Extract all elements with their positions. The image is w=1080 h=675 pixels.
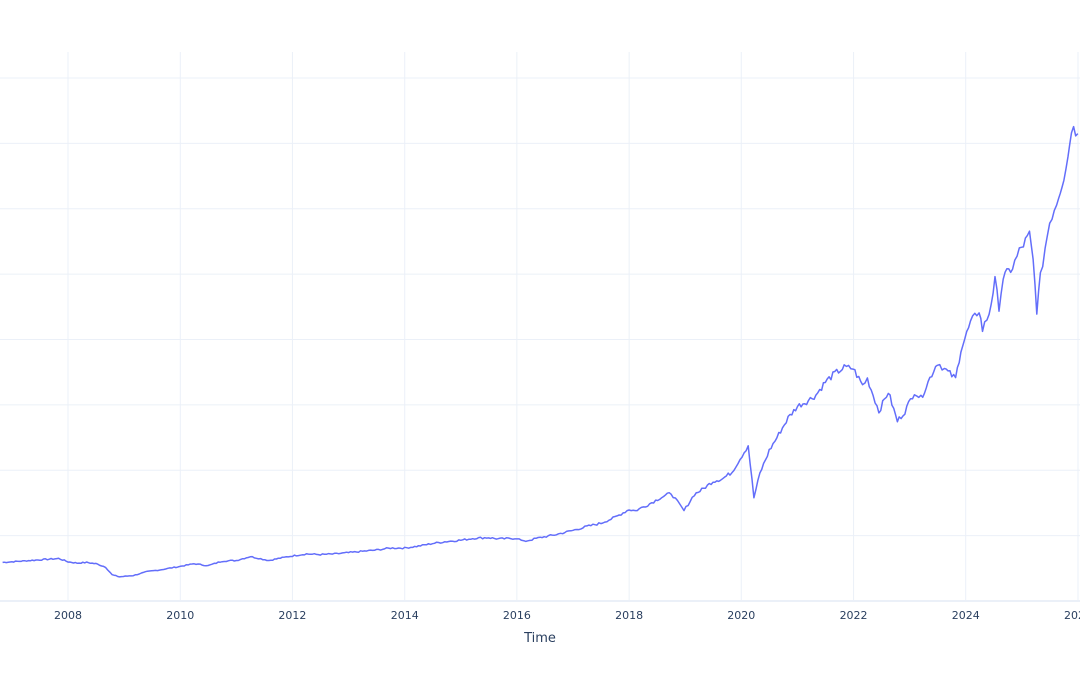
series-layer [2, 125, 1079, 578]
x-tick-label: 2008 [54, 609, 82, 622]
x-tick-label: 2020 [727, 609, 755, 622]
x-tick-label: 2024 [952, 609, 980, 622]
x-tick-label: 2018 [615, 609, 643, 622]
x-tick-label: 2010 [166, 609, 194, 622]
x-axis-title: Time [523, 631, 556, 646]
x-tick-label: 2016 [503, 609, 531, 622]
x-tick-label: 2022 [840, 609, 868, 622]
series-line [2, 125, 1079, 578]
x-tick-label: 2012 [278, 609, 306, 622]
x-tick-label: 2026 [1064, 609, 1080, 622]
x-tick-label: 2014 [391, 609, 419, 622]
x-tick-labels: 2008 2010 2012 2014 2016 2018 2020 2022 2024 2026 [54, 609, 1080, 622]
